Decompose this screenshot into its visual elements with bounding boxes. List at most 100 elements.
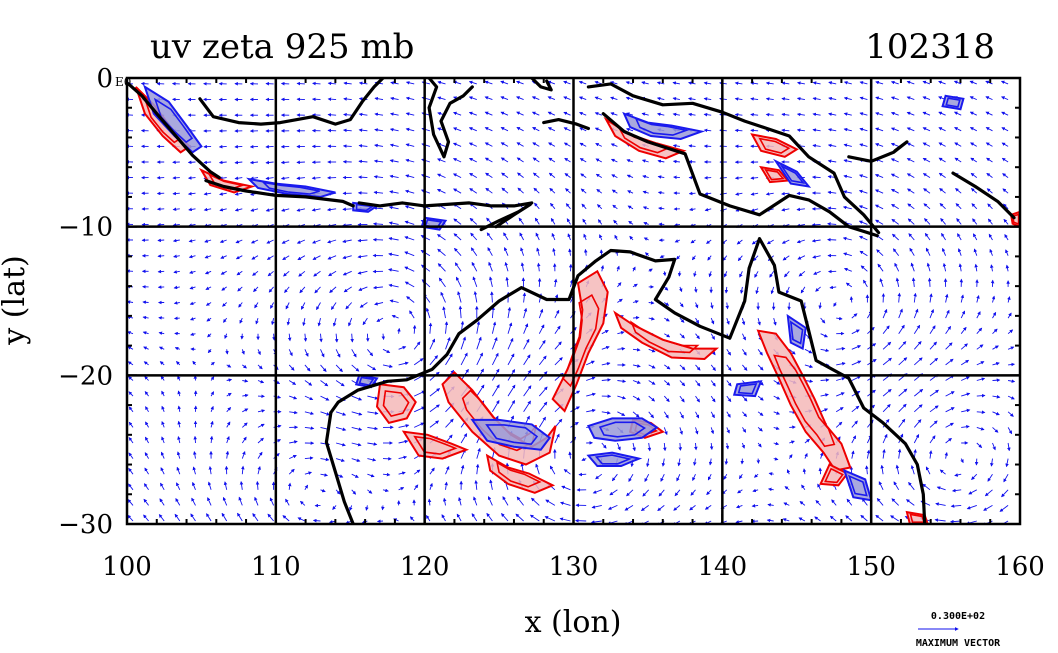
wind-vector: [507, 322, 513, 334]
wind-vector: [191, 497, 196, 506]
wind-vector: [142, 315, 149, 320]
wind-vector: [969, 111, 977, 116]
wind-vector: [607, 504, 618, 510]
wind-vector: [332, 317, 337, 327]
wind-vector: [160, 375, 165, 381]
wind-vector: [567, 233, 571, 241]
wind-vector: [390, 81, 399, 85]
wind-vector: [288, 468, 295, 475]
wind-vector: [177, 375, 181, 381]
wind-vector: [351, 426, 363, 431]
negative-vorticity-contour-inner: [847, 474, 868, 497]
wind-vector: [890, 127, 899, 132]
wind-vector: [405, 127, 415, 132]
wind-vector: [641, 81, 649, 85]
wind-vector: [961, 392, 971, 397]
wind-vector: [876, 497, 884, 506]
wind-vector: [757, 317, 761, 326]
wind-vector: [226, 392, 232, 397]
wind-vector: [579, 127, 587, 132]
wind-vector: [128, 437, 134, 444]
wind-vector: [1005, 264, 1010, 272]
wind-vector: [972, 218, 978, 225]
wind-vector: [992, 328, 998, 335]
positive-vorticity-contour-inner: [1011, 213, 1020, 226]
wind-vector: [257, 379, 265, 384]
wind-vector: [429, 388, 441, 397]
wind-vector: [536, 262, 541, 272]
wind-vector: [473, 496, 478, 506]
wind-vector: [913, 341, 922, 350]
wind-vector: [831, 499, 837, 506]
wind-vector: [490, 291, 494, 303]
wind-vector: [523, 385, 532, 397]
wind-vector: [372, 222, 384, 226]
wind-vector: [913, 404, 923, 413]
wind-vector: [648, 411, 654, 419]
negative-vorticity-contour-inner: [485, 424, 539, 446]
wind-vector: [656, 96, 665, 101]
wind-vector: [582, 218, 587, 225]
wind-vector: [679, 333, 685, 339]
wind-vector: [625, 96, 634, 101]
wind-vector: [726, 349, 731, 356]
wind-vector: [929, 293, 933, 303]
wind-vector: [520, 262, 525, 272]
wind-vector: [204, 239, 212, 243]
wind-vector: [289, 454, 297, 460]
wind-vector: [304, 395, 314, 401]
wind-vector: [890, 80, 899, 85]
wind-vector: [414, 406, 426, 413]
wind-vector: [906, 188, 915, 194]
wind-vector: [882, 448, 886, 459]
wind-vector: [818, 302, 822, 310]
wind-vector: [145, 406, 149, 413]
wind-vector: [874, 173, 884, 179]
wind-vector: [239, 480, 244, 490]
wind-vector: [734, 112, 743, 117]
wind-vector: [358, 175, 368, 179]
wind-vector: [788, 454, 793, 459]
wind-vector: [203, 207, 212, 212]
wind-vector: [373, 175, 384, 179]
wind-vector: [897, 292, 902, 303]
wind-vector: [827, 159, 837, 163]
wind-vector: [421, 127, 431, 132]
wind-vector: [710, 302, 714, 310]
wind-vector: [782, 518, 790, 522]
wind-vector: [632, 411, 640, 418]
wind-vector: [176, 466, 181, 475]
wind-vector: [281, 208, 290, 212]
wind-vector: [676, 474, 681, 482]
wind-vector: [516, 157, 524, 163]
wind-vector: [288, 380, 297, 385]
wind-vector: [677, 458, 681, 467]
wind-vector: [327, 255, 337, 260]
wind-vector: [143, 483, 149, 491]
wind-vector: [241, 436, 247, 444]
wind-vector: [204, 270, 212, 275]
wind-vector: [190, 513, 196, 522]
wind-vector: [710, 380, 716, 387]
vector-key-value: 0.300E+02: [931, 611, 985, 622]
wind-vector: [442, 306, 446, 319]
wind-vector: [1007, 346, 1015, 350]
wind-vector: [898, 403, 907, 413]
wind-vector: [177, 435, 181, 444]
negative-vorticity-contours: [143, 84, 965, 502]
wind-vector: [646, 458, 650, 468]
negative-vorticity-contour: [941, 94, 965, 111]
wind-vector: [663, 395, 670, 403]
wind-vector: [172, 223, 180, 227]
wind-vector: [710, 364, 716, 371]
wind-vector: [538, 401, 548, 413]
wind-vector: [332, 505, 337, 510]
wind-vector: [299, 286, 306, 294]
wind-vector: [358, 286, 368, 291]
wind-vector: [664, 380, 671, 386]
wind-vector: [358, 128, 368, 132]
wind-vector: [976, 344, 984, 350]
wind-vector: [351, 364, 360, 372]
wind-vector: [757, 364, 764, 371]
wind-vector: [289, 395, 298, 400]
